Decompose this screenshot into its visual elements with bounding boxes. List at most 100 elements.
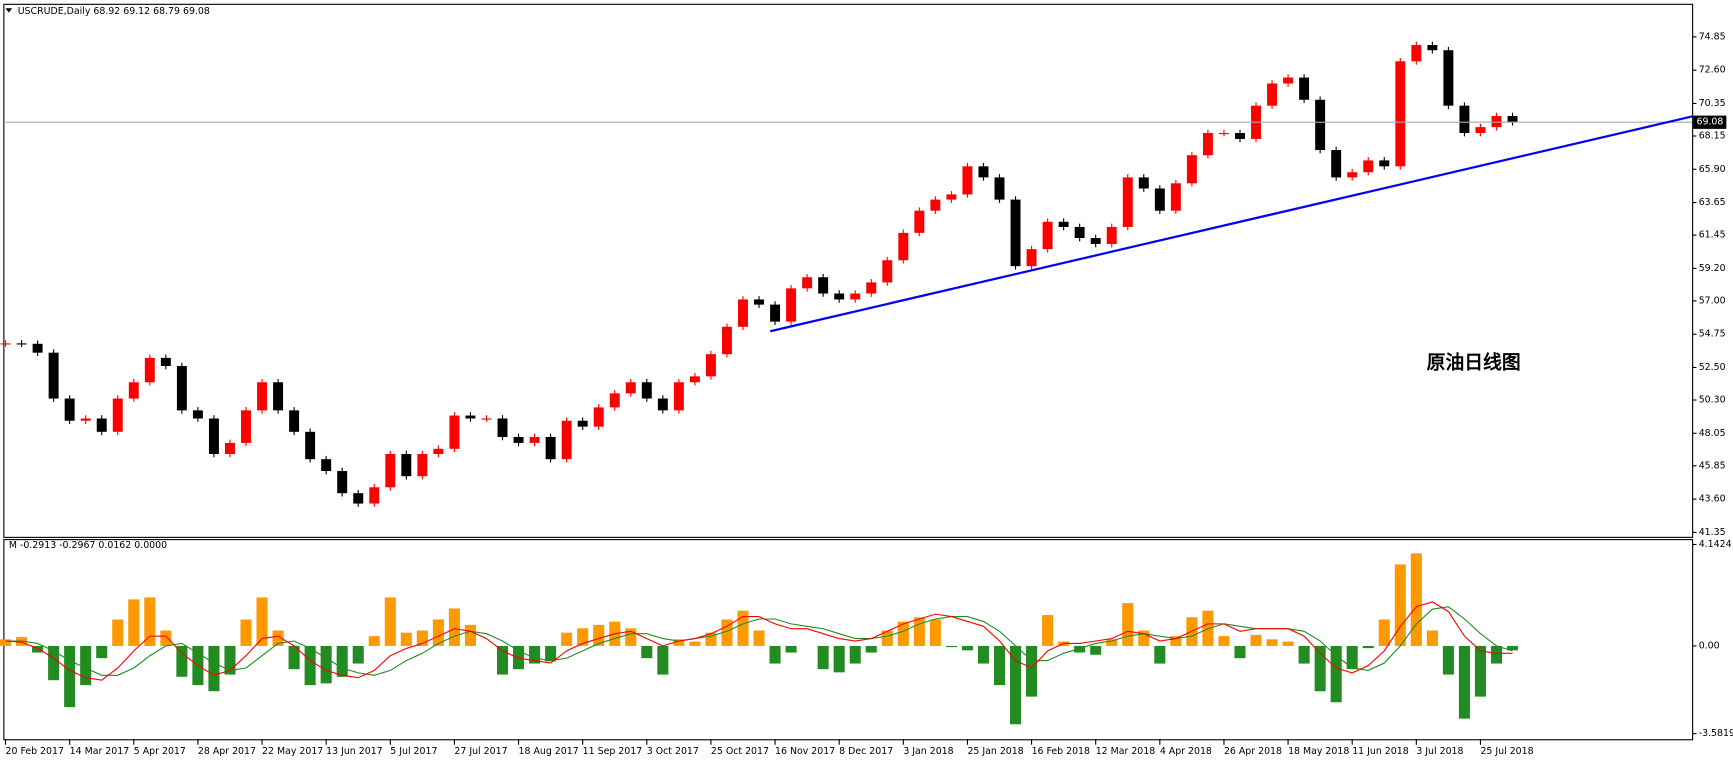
histogram-bar bbox=[48, 645, 60, 681]
histogram-bar bbox=[1154, 645, 1166, 664]
histogram-bar bbox=[448, 608, 460, 646]
histogram-bar bbox=[224, 645, 236, 675]
x-tick-label: 5 Jul 2017 bbox=[390, 746, 437, 757]
x-tick-label: 18 Aug 2017 bbox=[519, 746, 579, 757]
histogram-bar bbox=[96, 645, 108, 659]
annotation: 原油日线图 bbox=[1427, 351, 1521, 374]
y-tick-label: 48.05 bbox=[1699, 428, 1726, 439]
histogram-bar bbox=[1474, 645, 1486, 697]
y-tick-label: 72.60 bbox=[1699, 65, 1726, 76]
histogram-bar bbox=[561, 632, 573, 646]
candle bbox=[1154, 188, 1165, 211]
histogram-bar bbox=[897, 621, 909, 646]
histogram-bar bbox=[1506, 645, 1519, 651]
histogram-bar bbox=[0, 639, 12, 646]
candle bbox=[16, 343, 27, 345]
candle bbox=[1058, 221, 1069, 227]
y-tick-label: 43.60 bbox=[1699, 494, 1726, 505]
histogram-bar bbox=[785, 645, 797, 653]
x-tick-label: 14 Mar 2017 bbox=[70, 746, 130, 757]
x-tick-label: 20 Feb 2017 bbox=[6, 746, 64, 757]
histogram-bar bbox=[881, 630, 893, 646]
y-tick-label: 70.35 bbox=[1699, 98, 1726, 109]
histogram-bar bbox=[993, 645, 1006, 686]
histogram-bar bbox=[400, 632, 412, 646]
histogram-bar bbox=[1426, 630, 1438, 646]
candle bbox=[1122, 177, 1133, 227]
histogram-bar bbox=[593, 624, 605, 646]
histogram-bar bbox=[1282, 641, 1294, 646]
y-tick-label: -3.5819 bbox=[1699, 728, 1733, 739]
histogram-bar bbox=[929, 619, 941, 646]
candle bbox=[160, 357, 171, 366]
histogram-bar bbox=[352, 645, 364, 664]
candle bbox=[834, 293, 845, 300]
candle bbox=[1090, 238, 1101, 244]
candle bbox=[337, 471, 348, 494]
candle bbox=[1331, 150, 1342, 178]
menu-arrow[interactable] bbox=[5, 8, 13, 13]
candle bbox=[48, 352, 59, 399]
histogram-bar bbox=[1490, 645, 1503, 664]
candle bbox=[144, 357, 155, 383]
histogram-bar bbox=[1010, 645, 1022, 725]
histogram-bar bbox=[769, 645, 781, 664]
candle bbox=[593, 407, 604, 427]
histogram-bar bbox=[256, 597, 268, 646]
histogram-bar bbox=[432, 619, 444, 646]
candle bbox=[273, 382, 284, 411]
candle bbox=[353, 493, 364, 504]
x-tick-label: 11 Sep 2017 bbox=[583, 746, 643, 757]
y-tick-label: 59.20 bbox=[1699, 263, 1726, 274]
histogram-bar bbox=[1378, 619, 1390, 646]
histogram-bar bbox=[705, 632, 717, 646]
candle bbox=[497, 418, 508, 437]
candle bbox=[1074, 226, 1085, 239]
y-tick-label: 45.85 bbox=[1699, 460, 1726, 471]
y-tick-label: 50.30 bbox=[1699, 395, 1726, 406]
candle bbox=[64, 398, 75, 421]
histogram-bar bbox=[272, 630, 284, 646]
histogram-bar bbox=[128, 599, 140, 646]
histogram-bar bbox=[304, 645, 316, 686]
histogram-bar bbox=[1138, 630, 1150, 646]
candle bbox=[914, 210, 925, 233]
histogram-bar bbox=[849, 645, 861, 664]
histogram-bar bbox=[416, 630, 428, 646]
candle bbox=[545, 436, 556, 460]
candle bbox=[208, 418, 219, 455]
histogram-bar bbox=[336, 645, 348, 677]
histogram-bar bbox=[689, 641, 701, 646]
candle bbox=[946, 194, 957, 200]
histogram-bar bbox=[1250, 634, 1262, 646]
candle bbox=[1427, 45, 1438, 51]
y-tick-label: 61.45 bbox=[1699, 230, 1726, 241]
candle bbox=[802, 277, 813, 289]
y-tick-label: 52.50 bbox=[1699, 362, 1726, 373]
histogram-bar bbox=[1218, 636, 1230, 646]
candle bbox=[641, 382, 652, 399]
candle bbox=[1379, 160, 1390, 167]
histogram-bar bbox=[1106, 639, 1118, 646]
current-price-box bbox=[1693, 115, 1727, 129]
candle bbox=[689, 376, 700, 383]
candle bbox=[1491, 116, 1502, 128]
histogram-bar bbox=[657, 645, 669, 675]
y-tick-label: 4.1424 bbox=[1699, 539, 1732, 550]
candle bbox=[754, 299, 765, 305]
histogram-bar bbox=[1458, 645, 1470, 719]
x-tick-label: 25 Jan 2018 bbox=[967, 746, 1023, 757]
histogram-bar bbox=[1394, 564, 1406, 646]
candle bbox=[417, 454, 428, 477]
histogram-bar bbox=[977, 645, 990, 664]
candle bbox=[850, 293, 861, 300]
candle bbox=[1299, 77, 1310, 100]
histogram-bar bbox=[1170, 636, 1182, 646]
histogram-bar bbox=[1362, 645, 1374, 649]
histogram-bar bbox=[1042, 615, 1054, 646]
y-tick-label: 0.00 bbox=[1699, 640, 1720, 651]
x-tick-label: 26 Apr 2018 bbox=[1224, 746, 1282, 757]
histogram-bar bbox=[384, 597, 396, 646]
histogram-bar bbox=[368, 636, 380, 646]
